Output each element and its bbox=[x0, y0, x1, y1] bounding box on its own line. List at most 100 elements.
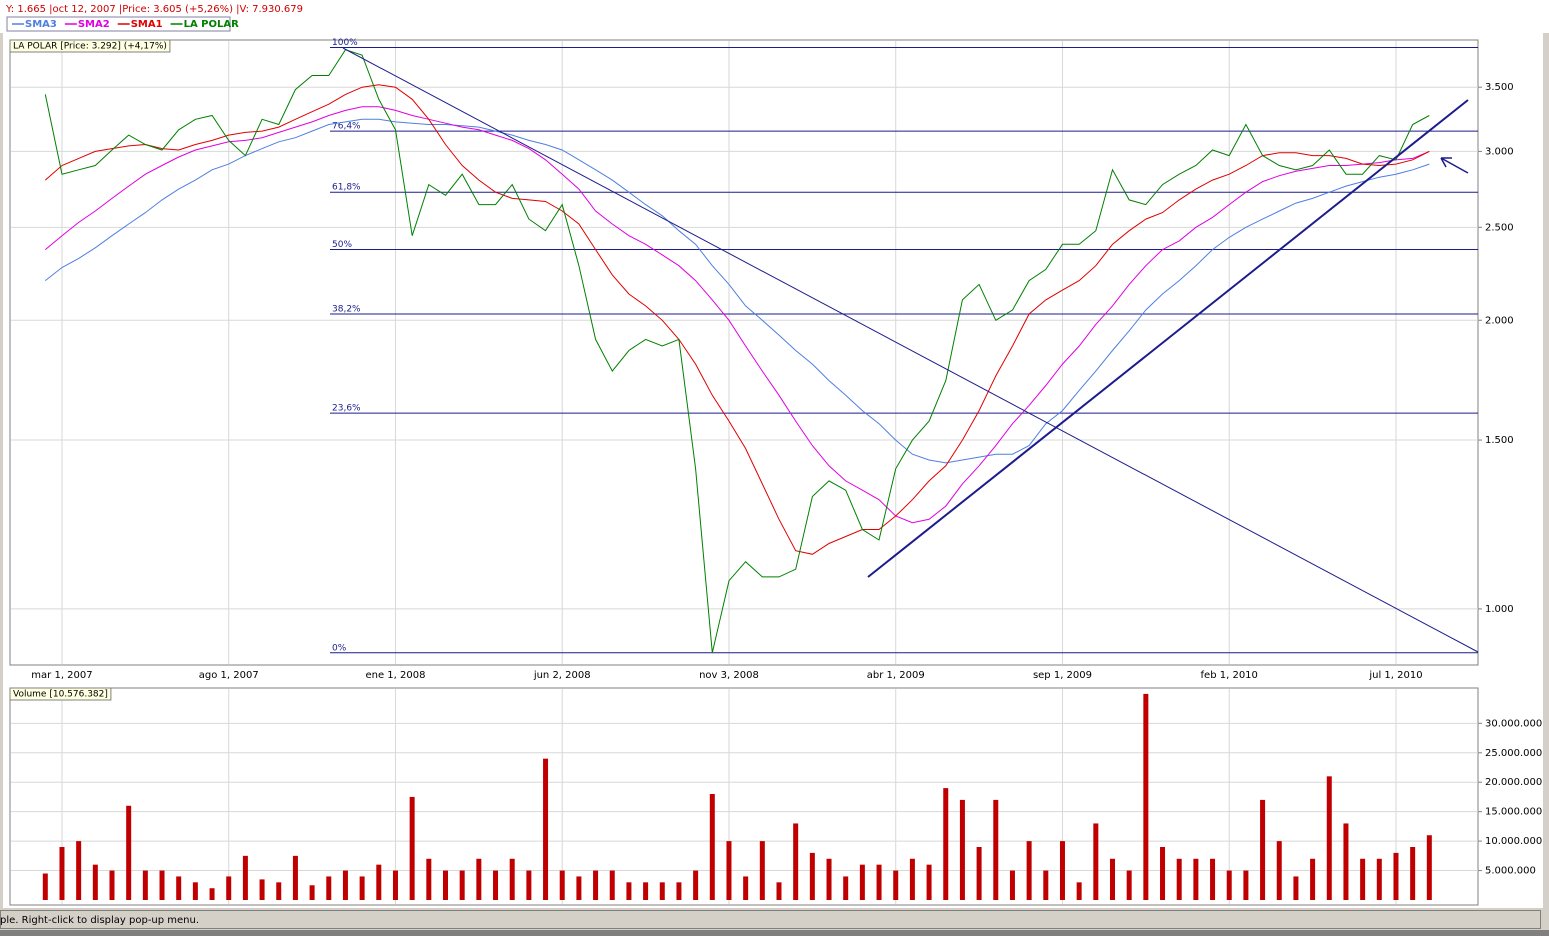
x-tick-label: jul 1, 2010 bbox=[1368, 670, 1422, 681]
volume-bar bbox=[342, 870, 348, 900]
volume-bar bbox=[1110, 858, 1115, 900]
fibonacci-label: 38,2% bbox=[332, 305, 361, 315]
legend-entry: LA POLAR bbox=[184, 19, 240, 30]
volume-bar bbox=[676, 882, 682, 900]
volume-bar bbox=[659, 882, 665, 900]
volume-bar bbox=[993, 799, 999, 900]
volume-bar bbox=[1210, 858, 1216, 900]
volume-bar bbox=[576, 876, 582, 900]
volume-bar bbox=[1160, 847, 1166, 900]
fibonacci-label: 0% bbox=[332, 643, 347, 653]
header-area bbox=[0, 0, 1549, 33]
volume-bar bbox=[1226, 870, 1232, 900]
volume-bar bbox=[1376, 858, 1382, 900]
x-tick-label: feb 1, 2010 bbox=[1201, 670, 1258, 681]
annotation-arrow bbox=[1440, 157, 1469, 174]
volume-panel bbox=[9, 687, 1479, 906]
volume-bar bbox=[209, 888, 215, 900]
volume-bar bbox=[559, 870, 565, 900]
volume-bar bbox=[1143, 693, 1149, 900]
volume-bar bbox=[1360, 858, 1366, 900]
status-text: ple. Right-click to display pop-up menu. bbox=[0, 915, 199, 926]
volume-bar bbox=[809, 852, 815, 900]
status-bar-frame bbox=[0, 910, 1541, 929]
volume-bar bbox=[409, 796, 415, 900]
volume-bar bbox=[259, 879, 265, 900]
volume-bar bbox=[276, 882, 282, 900]
volume-bar bbox=[1076, 882, 1082, 900]
series-line bbox=[44, 49, 1430, 653]
legend-entry: SMA2 bbox=[78, 19, 110, 30]
volume-bar bbox=[359, 876, 365, 900]
volume-bar bbox=[543, 758, 549, 900]
volume-bar bbox=[943, 788, 949, 900]
bottom-edge bbox=[0, 930, 1549, 936]
volume-bar bbox=[1326, 776, 1332, 900]
price-panel bbox=[9, 39, 1479, 666]
volume-bar bbox=[1243, 870, 1249, 900]
x-tick-label: abr 1, 2009 bbox=[867, 670, 925, 681]
y-tick-label: 3.500 bbox=[1485, 82, 1514, 93]
legend-entry: SMA3 bbox=[25, 19, 57, 30]
volume-bar bbox=[59, 847, 65, 900]
volume-bar bbox=[859, 864, 865, 900]
volume-bar bbox=[626, 882, 632, 900]
volume-bar bbox=[1009, 870, 1015, 900]
y-tick-label: 1.500 bbox=[1485, 435, 1514, 446]
volume-bar bbox=[1293, 876, 1299, 900]
plot-layer: mar 1, 2007 ago 1, 2007 ene 1, 2008 jun 2, … bbox=[9, 38, 1542, 904]
x-tick-label: sep 1, 2009 bbox=[1033, 670, 1092, 681]
volume-bar bbox=[1410, 847, 1416, 900]
volume-bar bbox=[909, 858, 915, 900]
volume-bar bbox=[326, 876, 332, 900]
volume-bar bbox=[459, 870, 465, 900]
volume-bar bbox=[959, 799, 965, 900]
volume-bar bbox=[759, 841, 765, 900]
volume-bar bbox=[1026, 841, 1032, 900]
legend-entry: SMA1 bbox=[131, 19, 163, 30]
fibonacci-label: 23,6% bbox=[332, 404, 361, 414]
x-tick-label: jun 2, 2008 bbox=[533, 670, 591, 681]
volume-bar bbox=[893, 870, 899, 900]
volume-bar bbox=[1193, 858, 1199, 900]
y-tick-label: 15.000.000 bbox=[1485, 807, 1542, 818]
volume-bar bbox=[926, 864, 932, 900]
volume-bar bbox=[1310, 858, 1316, 900]
x-tick-label: mar 1, 2007 bbox=[31, 670, 92, 681]
volume-bar bbox=[1260, 799, 1266, 900]
fibonacci-label: 100% bbox=[332, 38, 358, 48]
fibonacci-label: 61,8% bbox=[332, 183, 361, 193]
volume-bar bbox=[309, 885, 315, 900]
volume-bar bbox=[176, 876, 182, 900]
y-tick-label: 25.000.000 bbox=[1485, 748, 1542, 759]
volume-bar bbox=[826, 858, 832, 900]
volume-bar bbox=[743, 876, 749, 900]
volume-bar bbox=[1393, 852, 1399, 900]
x-tick-label: nov 3, 2008 bbox=[699, 670, 759, 681]
y-tick-label: 30.000.000 bbox=[1485, 718, 1542, 729]
volume-bar bbox=[693, 870, 699, 900]
volume-bar bbox=[1276, 841, 1282, 900]
volume-bar bbox=[476, 858, 482, 900]
volume-bar bbox=[109, 870, 115, 900]
volume-bar bbox=[643, 882, 649, 900]
volume-bar bbox=[126, 805, 132, 900]
volume-bar bbox=[226, 876, 232, 900]
panel-title-box bbox=[9, 39, 171, 53]
volume-bar bbox=[1343, 823, 1349, 900]
volume-bar bbox=[92, 864, 98, 900]
volume-bar bbox=[793, 823, 799, 900]
volume-bar bbox=[526, 870, 532, 900]
volume-bar bbox=[593, 870, 599, 900]
y-tick-label: 10.000.000 bbox=[1485, 836, 1542, 847]
info-line: Y: 1.665 |oct 12, 2007 |Price: 3.605 (+5… bbox=[5, 4, 303, 15]
volume-bar bbox=[493, 870, 499, 900]
volume-bar bbox=[443, 870, 448, 900]
fibonacci-label: 50% bbox=[332, 240, 352, 250]
volume-bar bbox=[876, 864, 882, 900]
volume-bar bbox=[392, 870, 398, 900]
volume-bar bbox=[1126, 870, 1132, 900]
series-line bbox=[44, 118, 1430, 464]
volume-bar bbox=[1093, 823, 1099, 900]
y-tick-label: 20.000.000 bbox=[1485, 777, 1542, 788]
